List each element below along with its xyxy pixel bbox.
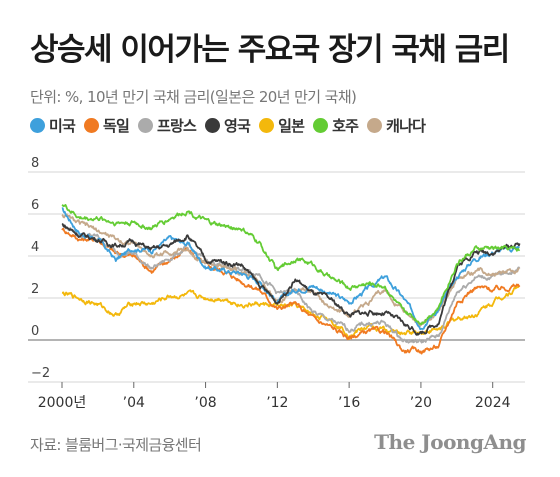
chart-subtitle: 단위: %, 10년 만기 국채 금리(일본은 20년 만기 국채) [30,88,357,106]
chart-legend: 미국 독일 프랑스 영국 일본 호주 캐나다 [30,115,434,136]
source-note: 자료: 블룸버그·국제금융센터 [30,436,202,454]
series-line [61,207,520,331]
chart-grid [28,171,525,383]
y-axis-labels: −2 0 2 4 6 8 [31,156,50,381]
legend-swatch [30,118,45,133]
publisher-logo: The JoongAng [374,430,526,454]
series-line [61,204,521,326]
x-tick-label: 2000년 [38,395,87,411]
y-tick-label: −2 [31,366,50,381]
legend-label: 미국 [49,117,76,135]
legend-label: 독일 [103,117,130,135]
legend-label: 영국 [224,117,251,135]
x-tick-label: ’16 [338,395,360,411]
legend-swatch [367,118,383,133]
series-line [61,213,520,328]
legend-item: 일본 [259,115,305,136]
x-axis: 2000년 ’04 ’08 ’12 ’16 ’20 2024 [38,382,511,411]
legend-swatch [138,118,154,133]
y-tick-label: 6 [31,198,39,213]
legend-swatch [313,118,329,133]
x-tick-label: ’20 [410,395,432,411]
legend-item: 캐나다 [367,115,426,136]
legend-item: 독일 [84,115,130,136]
x-tick-label: ’08 [194,395,216,411]
page-title: 상승세 이어가는 주요국 장기 국채 금리 [30,32,510,68]
y-tick-label: 0 [31,324,39,339]
legend-label: 프랑스 [157,117,197,135]
chart-lines [61,204,521,355]
legend-item: 영국 [205,115,251,136]
x-tick-label: ’04 [123,395,145,411]
legend-item: 호주 [313,115,359,136]
y-tick-label: 8 [31,156,39,171]
line-chart: −2 0 2 4 6 8 2000년 ’04 ’08 ’12 ’16 ’20 2024 [28,156,525,411]
legend-item: 미국 [30,115,76,136]
y-tick-label: 2 [31,282,39,297]
series-line [61,223,521,336]
y-tick-label: 4 [31,240,39,255]
legend-label: 캐나다 [386,117,426,135]
legend-label: 호주 [332,117,359,135]
x-tick-label: ’12 [266,395,288,411]
legend-item: 프랑스 [138,115,197,136]
legend-swatch [259,118,275,133]
x-tick-label: 2024 [475,395,511,411]
legend-swatch [205,118,221,133]
legend-label: 일본 [278,117,305,135]
legend-swatch [84,118,100,133]
